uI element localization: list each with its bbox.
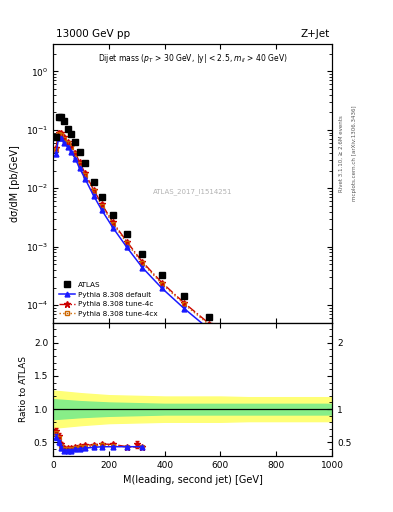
Text: mcplots.cern.ch [arXiv:1306.3436]: mcplots.cern.ch [arXiv:1306.3436] [352,106,357,201]
X-axis label: M(leading, second jet) [GeV]: M(leading, second jet) [GeV] [123,475,263,485]
Text: ATLAS_2017_I1514251: ATLAS_2017_I1514251 [153,188,232,195]
Y-axis label: dσ/dM [pb/GeV]: dσ/dM [pb/GeV] [10,145,20,222]
Text: Dijet mass ($p_T$ > 30 GeV, |y| < 2.5, $m_{ll}$ > 40 GeV): Dijet mass ($p_T$ > 30 GeV, |y| < 2.5, $… [97,52,288,65]
Text: 13000 GeV pp: 13000 GeV pp [56,29,130,39]
Text: Rivet 3.1.10, ≥ 2.6M events: Rivet 3.1.10, ≥ 2.6M events [339,115,344,192]
Y-axis label: Ratio to ATLAS: Ratio to ATLAS [19,356,28,422]
Text: Z+Jet: Z+Jet [300,29,329,39]
Legend: ATLAS, Pythia 8.308 default, Pythia 8.308 tune-4c, Pythia 8.308 tune-4cx: ATLAS, Pythia 8.308 default, Pythia 8.30… [57,280,160,319]
